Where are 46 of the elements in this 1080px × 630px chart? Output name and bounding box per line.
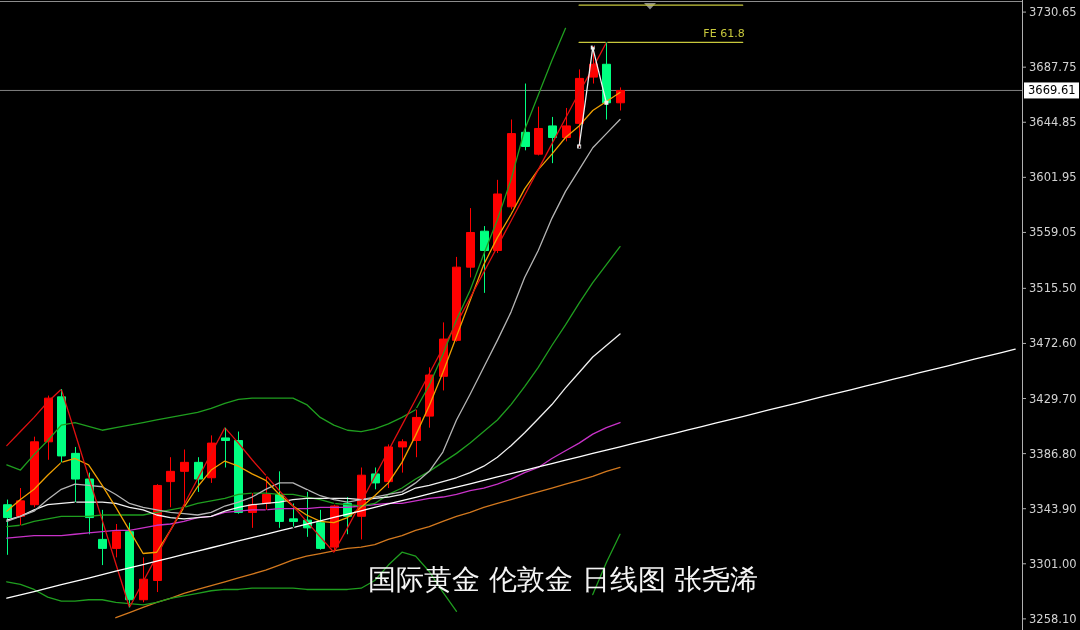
- candlestick: [507, 119, 516, 210]
- candlestick: [616, 86, 625, 112]
- y-tick-label: 3472.60: [1029, 336, 1077, 351]
- candlestick: [3, 499, 12, 556]
- candlestick: [534, 106, 543, 156]
- candlestick: [125, 522, 134, 608]
- y-tick-label: 3730.65: [1029, 5, 1077, 20]
- candlestick: [139, 556, 148, 603]
- candlestick: [289, 502, 298, 528]
- y-tick-label: 3644.85: [1029, 115, 1077, 130]
- candlestick: [562, 107, 571, 142]
- candlestick: [480, 225, 489, 294]
- point: [604, 100, 609, 105]
- y-tick-label: 3343.90: [1029, 501, 1077, 516]
- candlestick: [44, 395, 53, 461]
- candlestick: [398, 438, 407, 474]
- candlestick: [262, 475, 271, 511]
- y-tick-label: 3429.70: [1029, 391, 1077, 406]
- candlestick: [16, 487, 25, 526]
- candlestick: [316, 509, 325, 551]
- y-tick-label: 3601.95: [1029, 170, 1077, 185]
- candlestick: [112, 523, 121, 558]
- line-series: [6, 41, 608, 609]
- candlestick: [30, 436, 39, 508]
- y-tick-label: 3687.75: [1029, 60, 1077, 75]
- candlestick: [521, 83, 530, 151]
- y-tick-label: 3301.00: [1029, 556, 1077, 571]
- y-tick-label: 3559.05: [1029, 225, 1077, 240]
- line-series: [6, 421, 621, 539]
- candlestick: [71, 446, 80, 503]
- ref-line-label: 3669.61: [1028, 83, 1076, 98]
- line-series: [6, 27, 567, 471]
- candlestick: [548, 116, 557, 164]
- candlestick: [466, 207, 475, 278]
- y-tick-label: 3386.80: [1029, 446, 1077, 461]
- line-series: [6, 245, 621, 528]
- y-tick-label: 3258.10: [1029, 611, 1077, 626]
- candlestick: [166, 456, 175, 508]
- line-series: [6, 333, 621, 521]
- candlestick: [98, 509, 107, 566]
- candlestick: [57, 388, 66, 463]
- y-tick-label: 3515.50: [1029, 281, 1077, 296]
- candlestick: [221, 427, 230, 468]
- line-series: [6, 348, 1016, 599]
- candlestick: [384, 443, 393, 489]
- series-label: FE 61.8: [703, 27, 745, 41]
